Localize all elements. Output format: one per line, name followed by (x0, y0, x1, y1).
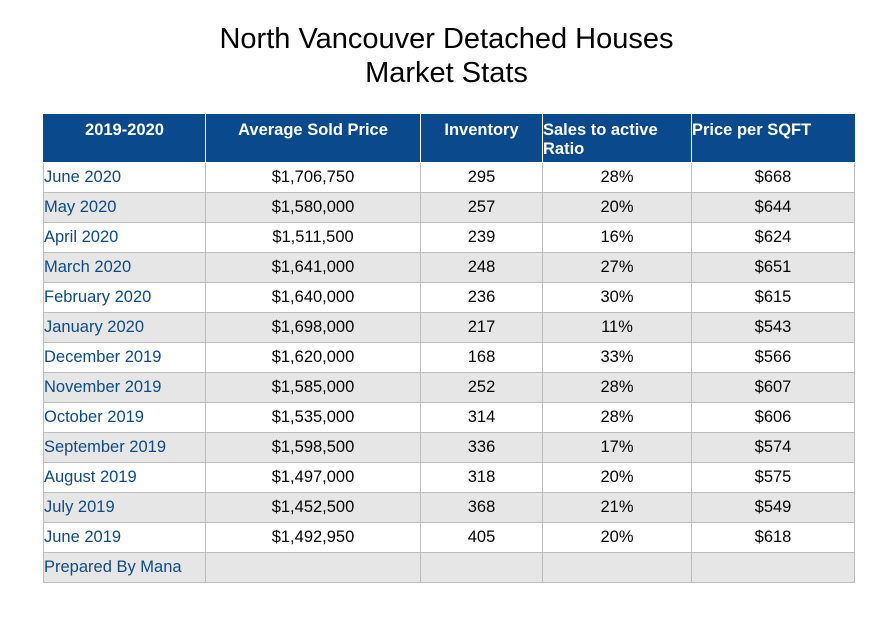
table-cell: 239 (420, 222, 543, 253)
row-label-cell: January 2020 (43, 312, 206, 343)
table-cell (542, 552, 692, 583)
table-row: August 2019 $1,497,000 318 20% $575 (43, 462, 855, 493)
column-header: 2019-2020 (43, 114, 206, 163)
table-row: November 2019 $1,585,000 252 28% $607 (43, 372, 855, 403)
table-cell: $651 (691, 252, 855, 283)
chart-title-line1: North Vancouver Detached Houses (219, 23, 674, 55)
table-body: June 2020 $1,706,750 295 28% $668 May 2020 $1,… (43, 162, 855, 583)
table-cell: $575 (691, 462, 855, 493)
table-cell: $543 (691, 312, 855, 343)
row-label-cell: June 2019 (43, 522, 206, 553)
row-label-cell: May 2020 (43, 192, 206, 223)
table-cell: $1,640,000 (205, 282, 421, 313)
table-cell: $574 (691, 432, 855, 463)
row-label-cell: December 2019 (43, 342, 206, 373)
table-cell: 30% (542, 282, 692, 313)
row-label-cell: March 2020 (43, 252, 206, 283)
table-cell: $606 (691, 402, 855, 433)
table-row: June 2020 $1,706,750 295 28% $668 (43, 162, 855, 193)
table-row: January 2020 $1,698,000 217 11% $543 (43, 312, 855, 343)
table-cell: 295 (420, 162, 543, 193)
table-cell (691, 552, 855, 583)
table-cell: $1,698,000 (205, 312, 421, 343)
column-header: Sales to active Ratio (542, 114, 692, 163)
table-cell: 405 (420, 522, 543, 553)
table-cell: $1,641,000 (205, 252, 421, 283)
table-cell: 368 (420, 492, 543, 523)
table-row: February 2020 $1,640,000 236 30% $615 (43, 282, 855, 313)
table-cell: 217 (420, 312, 543, 343)
table-cell: $644 (691, 192, 855, 223)
table-cell: $1,585,000 (205, 372, 421, 403)
table-cell: $1,598,500 (205, 432, 421, 463)
column-header: Inventory (420, 114, 543, 163)
row-label-cell: February 2020 (43, 282, 206, 313)
table-cell: 257 (420, 192, 543, 223)
table-cell: $566 (691, 342, 855, 373)
table-cell: $1,620,000 (205, 342, 421, 373)
table-cell (205, 552, 421, 583)
table-cell (420, 552, 543, 583)
table-cell: $1,497,000 (205, 462, 421, 493)
table-cell: $549 (691, 492, 855, 523)
table-cell: $615 (691, 282, 855, 313)
table-cell: $668 (691, 162, 855, 193)
table-cell: 252 (420, 372, 543, 403)
table-cell: 20% (542, 462, 692, 493)
table-row: June 2019 $1,492,950 405 20% $618 (43, 522, 855, 553)
table-cell: 17% (542, 432, 692, 463)
table-cell: $618 (691, 522, 855, 553)
column-header: Price per SQFT (691, 114, 855, 163)
row-label-cell: June 2020 (43, 162, 206, 193)
row-label-cell: April 2020 (43, 222, 206, 253)
chart-title-line2: Market Stats (365, 57, 528, 89)
row-label-cell: November 2019 (43, 372, 206, 403)
table-cell: 20% (542, 522, 692, 553)
market-stats-table: 2019-2020 Average Sold Price Inventory S… (43, 114, 855, 583)
table-cell: 20% (542, 192, 692, 223)
table-cell: 318 (420, 462, 543, 493)
table-cell: $1,511,500 (205, 222, 421, 253)
table-cell: 314 (420, 402, 543, 433)
table-cell: 21% (542, 492, 692, 523)
table-cell: $607 (691, 372, 855, 403)
row-label-cell: August 2019 (43, 462, 206, 493)
table-cell: 336 (420, 432, 543, 463)
table-cell: 11% (542, 312, 692, 343)
table-cell: 16% (542, 222, 692, 253)
table-cell: $1,452,500 (205, 492, 421, 523)
table-cell: $624 (691, 222, 855, 253)
table-cell: $1,492,950 (205, 522, 421, 553)
table-row: April 2020 $1,511,500 239 16% $624 (43, 222, 855, 253)
table-cell: 28% (542, 372, 692, 403)
table-cell: $1,706,750 (205, 162, 421, 193)
table-row: March 2020 $1,641,000 248 27% $651 (43, 252, 855, 283)
table-cell: 28% (542, 402, 692, 433)
chart-title: North Vancouver Detached Houses Market S… (0, 22, 893, 90)
row-label-cell: July 2019 (43, 492, 206, 523)
table-cell: 248 (420, 252, 543, 283)
table-row: December 2019 $1,620,000 168 33% $566 (43, 342, 855, 373)
table-row: Prepared By Mana (43, 552, 855, 583)
column-header: Average Sold Price (205, 114, 421, 163)
table-cell: 27% (542, 252, 692, 283)
table-header-row: 2019-2020 Average Sold Price Inventory S… (43, 114, 855, 163)
table-row: September 2019 $1,598,500 336 17% $574 (43, 432, 855, 463)
table-row: July 2019 $1,452,500 368 21% $549 (43, 492, 855, 523)
table-cell: 33% (542, 342, 692, 373)
row-label-cell: October 2019 (43, 402, 206, 433)
table-cell: 236 (420, 282, 543, 313)
row-label-cell: September 2019 (43, 432, 206, 463)
table-cell: 28% (542, 162, 692, 193)
table-cell: $1,580,000 (205, 192, 421, 223)
table-row: May 2020 $1,580,000 257 20% $644 (43, 192, 855, 223)
table-row: October 2019 $1,535,000 314 28% $606 (43, 402, 855, 433)
table-cell: 168 (420, 342, 543, 373)
row-label-cell: Prepared By Mana (43, 552, 206, 583)
table-cell: $1,535,000 (205, 402, 421, 433)
